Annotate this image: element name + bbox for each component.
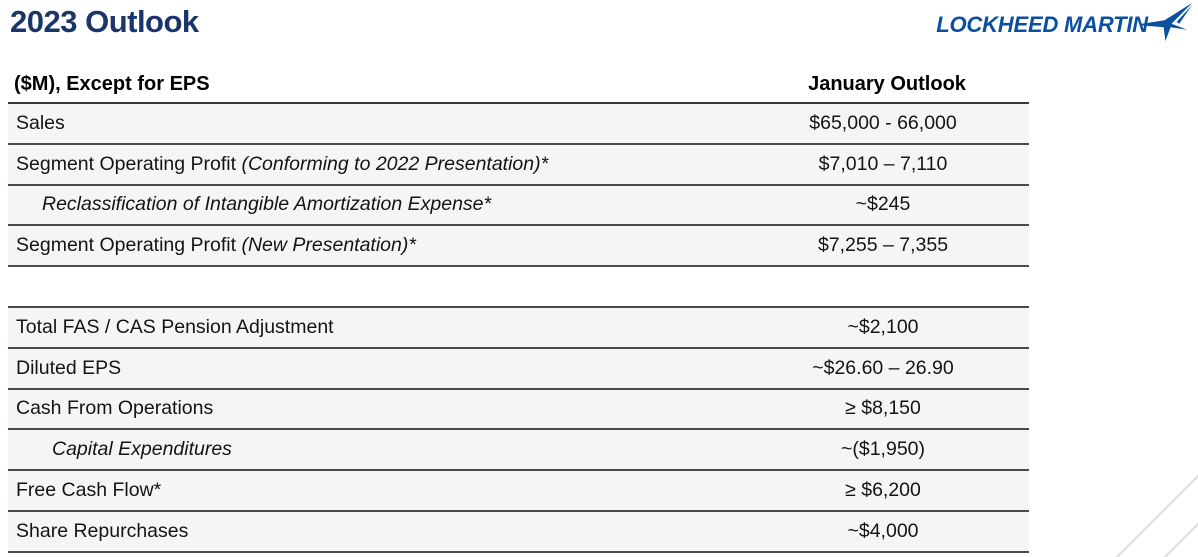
outlook-table: ($M), Except for EPS January Outlook Sal… [8, 66, 1029, 553]
row-value: ~$245 [855, 193, 911, 216]
row-value: ≥ $8,150 [845, 397, 921, 420]
row-value: ~($1,950) [840, 438, 926, 461]
row-label: Segment Operating Profit (New Presentati… [16, 234, 416, 257]
table-row: Sales $65,000 - 66,000 [8, 104, 1029, 145]
table-row: Share Repurchases ~$4,000 [8, 511, 1029, 553]
row-value: ~$26.60 – 26.90 [812, 356, 954, 379]
row-label: Segment Operating Profit (Conforming to … [16, 152, 549, 175]
table-row: Segment Operating Profit (New Presentati… [8, 226, 1029, 268]
row-value: ~$2,100 [847, 315, 919, 338]
row-label: Sales [16, 111, 65, 134]
table-body: Sales $65,000 - 66,000 Segment Operating P… [8, 104, 1029, 553]
page-title: 2023 Outlook [10, 4, 199, 39]
corner-diagonal-line [1067, 421, 1198, 557]
table-row: Cash From Operations ≥ $8,150 [8, 389, 1029, 431]
table-row: Reclassification of Intangible Amortizat… [8, 185, 1029, 227]
table-row: Capital Expenditures ~($1,950) [8, 430, 1029, 472]
row-label: Share Repurchases [16, 519, 189, 542]
row-label: Free Cash Flow* [16, 479, 162, 502]
lockheed-martin-logo: LOCKHEED MARTIN [936, 2, 1194, 42]
table-row: Segment Operating Profit (Conforming to … [8, 144, 1029, 186]
row-label: Capital Expenditures [52, 438, 232, 461]
table-row: Diluted EPS ~$26.60 – 26.90 [8, 348, 1029, 390]
row-value: $65,000 - 66,000 [809, 111, 957, 134]
corner-diagonal-line [1132, 488, 1198, 557]
row-value: ≥ $6,200 [845, 479, 921, 502]
row-value: $7,010 – 7,110 [818, 152, 948, 175]
lockheed-martin-star-icon [1142, 2, 1193, 42]
row-label: Cash From Operations [16, 397, 214, 420]
column-header-metric: ($M), Except for EPS [14, 72, 210, 95]
column-header-january-outlook: January Outlook [808, 72, 966, 95]
row-label: Total FAS / CAS Pension Adjustment [16, 315, 334, 338]
table-row: Free Cash Flow* ≥ $6,200 [8, 471, 1029, 512]
table-row-spacer [8, 267, 1029, 308]
lockheed-martin-wordmark: LOCKHEED MARTIN [936, 12, 1148, 37]
table-header-row: ($M), Except for EPS January Outlook [8, 66, 1029, 104]
row-value: ~$4,000 [847, 519, 919, 542]
table-row: Total FAS / CAS Pension Adjustment ~$2,10… [8, 307, 1029, 349]
row-label: Reclassification of Intangible Amortizat… [42, 193, 492, 216]
row-label: Diluted EPS [16, 356, 122, 379]
row-value: $7,255 – 7,355 [817, 234, 949, 257]
